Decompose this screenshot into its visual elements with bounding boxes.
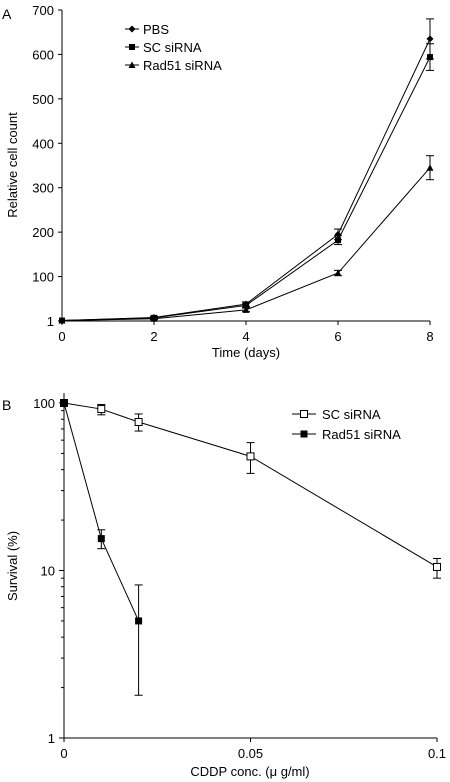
panel-b-x-ticks: 0 0.05 0.1	[60, 738, 446, 761]
panel-a-y-tick-label: 700	[32, 3, 54, 18]
panel-a-y-tick-label: 1	[47, 314, 54, 329]
panel-b-legend-rad51-sirna-marker	[300, 430, 308, 438]
panel-a-label: A	[2, 6, 12, 22]
panel-a-x-ticks: 0 2 4 6 8	[58, 321, 434, 344]
panel-a-series-rad51-sirna-line	[61, 167, 431, 322]
panel-a-x-tick-label: 6	[334, 329, 341, 344]
panel-b-x-label: CDDP conc. (μ g/ml)	[190, 764, 309, 779]
panel-b-y-tick-label: 1	[48, 731, 55, 746]
panel-b-plot	[60, 399, 441, 696]
panel-b-y-ticks: 1 10 100	[33, 396, 64, 746]
panel-a-y-label: Relative cell count	[5, 112, 20, 218]
panel-a-sc-sirna-point	[427, 54, 433, 61]
panel-a-x-tick-label: 0	[58, 329, 65, 344]
panel-a-y-tick-label: 100	[32, 270, 54, 285]
panel-a-legend-sc-sirna-marker	[129, 44, 135, 50]
panel-a-rad51-sirna-point	[334, 269, 342, 277]
panel-b-rad51-sirna-point	[97, 535, 105, 543]
panel-a-y-tick-label: 200	[32, 225, 54, 240]
panel-b-y-tick-label: 10	[41, 564, 55, 579]
panel-a-series-pbs-line	[61, 38, 431, 322]
panel-a-legend-rad51-sirna-marker	[128, 61, 136, 68]
panel-a-legend-rad51-sirna-label: Rad51 siRNA	[143, 58, 222, 73]
panel-a-pbs-point	[426, 35, 434, 43]
panel-a-y-ticks: 1 100 200 300 400 500 600 700	[32, 3, 62, 329]
panel-a-legend: PBS SC siRNA Rad51 siRNA	[125, 22, 222, 73]
panel-a-rad51-sirna-point	[150, 315, 158, 322]
panel-b-legend: SC siRNA Rad51 siRNA	[292, 407, 401, 442]
panel-b-legend-sc-sirna-label: SC siRNA	[322, 407, 381, 422]
panel-a-x-tick-label: 4	[242, 329, 249, 344]
panel-b-x-tick-label: 0.05	[238, 746, 263, 761]
panel-a-y-tick-label: 500	[32, 92, 54, 107]
panel-a-legend-pbs-marker	[128, 25, 136, 33]
panel-a-plot	[58, 18, 434, 325]
panel-a-x-tick-label: 8	[426, 329, 433, 344]
panel-b-rad51-sirna-point	[60, 399, 68, 407]
panel-a-sc-sirna-point	[335, 237, 341, 244]
panel-b-sc-sirna-point	[246, 452, 255, 461]
panel-b-sc-sirna-point	[134, 418, 143, 427]
panel-b-sc-sirna-point	[433, 562, 441, 571]
panel-b-x-tick-label: 0	[60, 746, 67, 761]
panel-b-label: B	[2, 397, 11, 413]
panel-a-y-tick-label: 400	[32, 136, 54, 151]
panel-a-y-tick-label: 600	[32, 47, 54, 62]
panel-b-series-rad51-sirna-line	[63, 402, 140, 622]
panel-b-y-tick-label: 100	[33, 396, 55, 411]
panel-a-series-sc-sirna-line	[61, 56, 431, 322]
panel-a-legend-sc-sirna-label: SC siRNA	[143, 40, 202, 55]
panel-a-sc-sirna-point	[243, 302, 249, 309]
panel-a-rad51-sirna-point	[58, 317, 66, 324]
panel-a-x-label: Time (days)	[212, 345, 280, 360]
panel-b-rad51-sirna-point	[135, 617, 143, 625]
panel-b-sc-sirna-point	[97, 405, 106, 414]
panel-b-y-label: Survival (%)	[5, 531, 20, 601]
panel-a-x-tick-label: 2	[150, 329, 157, 344]
panel-a-rad51-sirna-point	[242, 306, 250, 313]
panel-a-y-tick-label: 300	[32, 181, 54, 196]
panel-b-legend-rad51-sirna-label: Rad51 siRNA	[322, 427, 401, 442]
panel-a-rad51-sirna-point	[426, 164, 434, 171]
panel-a-legend-pbs-label: PBS	[143, 22, 169, 37]
panel-b-legend-sc-sirna-marker	[300, 410, 308, 418]
panel-b-x-tick-label: 0.1	[428, 746, 446, 761]
